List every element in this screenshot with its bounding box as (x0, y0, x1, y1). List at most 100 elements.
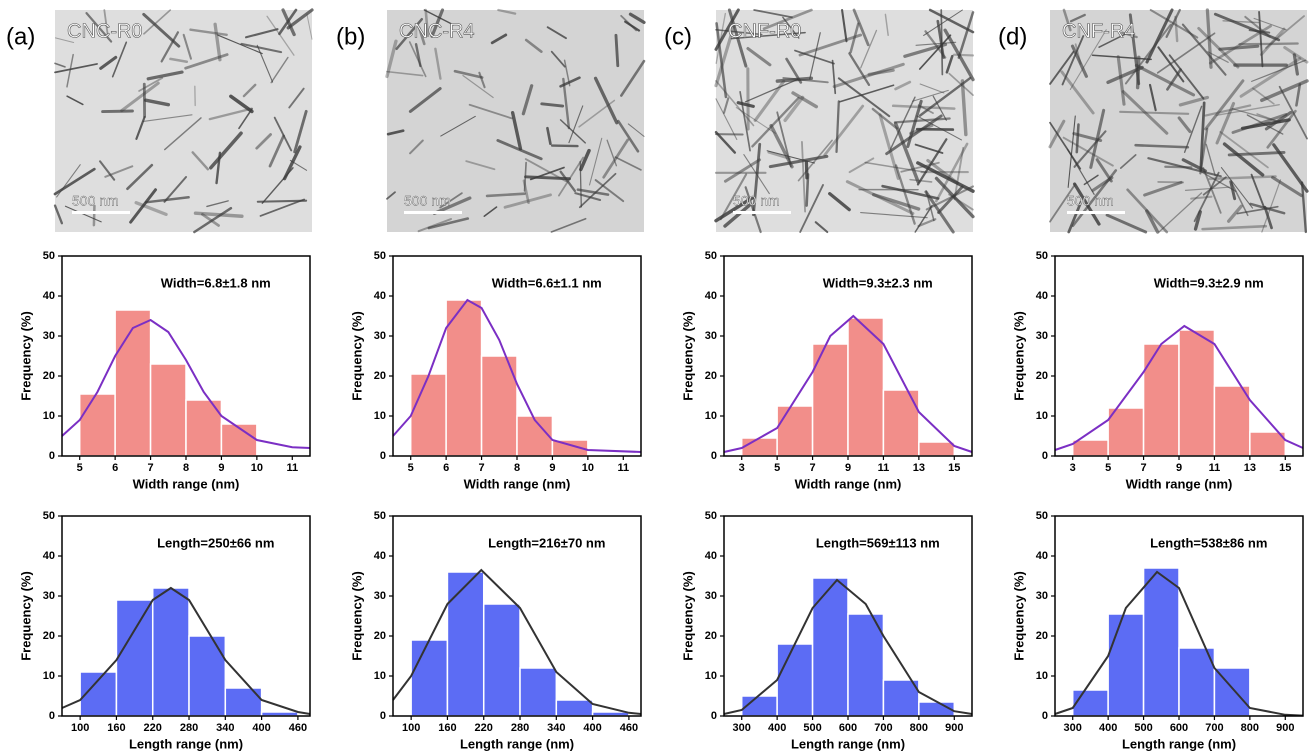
fiber (1205, 8, 1213, 69)
fiber (715, 22, 728, 99)
y-axis-label: Frequency (%) (349, 571, 364, 661)
fiber (1119, 110, 1190, 115)
annotation: Length=250±66 nm (157, 535, 274, 550)
fiber (762, 8, 813, 31)
plot-frame (392, 515, 642, 717)
fiber (835, 100, 840, 154)
fiber (215, 151, 222, 185)
y-tick-label: 30 (374, 330, 386, 342)
fiber (465, 160, 496, 171)
fiber (1069, 13, 1086, 23)
x-tick-label: 300 (1064, 722, 1082, 734)
y-tick-label: 40 (43, 290, 55, 302)
fiber (1252, 87, 1275, 105)
fiber (66, 95, 84, 106)
fiber (1156, 32, 1216, 74)
fiber (278, 8, 298, 36)
fiber (934, 176, 975, 219)
fiber (242, 83, 257, 98)
fiber (206, 200, 229, 208)
fiber (1300, 181, 1308, 234)
fiber (916, 161, 975, 193)
fiber (753, 9, 793, 19)
fiber (775, 76, 814, 83)
fiber (255, 133, 272, 150)
x-tick-label: 600 (1170, 722, 1188, 734)
fiber (918, 76, 972, 117)
fiber (783, 95, 805, 123)
bar (1142, 567, 1180, 717)
x-tick-label: 900 (1276, 722, 1294, 734)
fiber (576, 188, 610, 196)
fiber (885, 114, 943, 156)
sample-label: CNF-R4 (1062, 20, 1135, 42)
fiber (1230, 181, 1249, 217)
x-tick-label: 8 (514, 462, 520, 474)
x-tick-label: 500 (803, 722, 821, 734)
fit-curve (1054, 570, 1304, 717)
fiber (1074, 43, 1082, 65)
x-tick-label: 900 (945, 722, 963, 734)
fiber (521, 84, 534, 116)
scale-bar (1067, 211, 1125, 214)
fiber (1229, 180, 1237, 201)
y-tick-label: 30 (705, 330, 717, 342)
fiber (288, 87, 305, 109)
fiber (860, 212, 928, 219)
fiber (424, 8, 430, 38)
fiber (1250, 173, 1265, 208)
x-axis-label: Length range (nm) (129, 736, 243, 751)
fiber (1070, 44, 1088, 78)
fiber (1119, 154, 1137, 169)
fiber (1236, 205, 1279, 215)
fiber (924, 190, 955, 234)
fiber (1258, 11, 1264, 68)
fiber (928, 8, 975, 34)
fiber (439, 192, 463, 209)
x-tick-label: 800 (910, 722, 928, 734)
x-tick-label: 5 (774, 462, 780, 474)
x-tick-label: 3 (739, 462, 745, 474)
histogram-chart: 0 10 20 30 40 50 300 400 500 600 700 800 900 Length r… (680, 510, 973, 751)
x-tick-label: 400 (583, 722, 601, 734)
y-tick-label: 0 (1042, 450, 1048, 462)
fiber (945, 54, 954, 74)
fiber (169, 57, 189, 64)
fiber (952, 53, 975, 57)
x-tick-label: 13 (1244, 462, 1256, 474)
bar (1107, 613, 1145, 717)
y-tick-label: 50 (43, 250, 55, 262)
fiber (490, 33, 508, 45)
fiber (256, 199, 308, 203)
x-tick-label: 340 (547, 722, 565, 734)
fiber (1105, 213, 1148, 234)
fiber (746, 47, 772, 67)
fiber (1106, 65, 1144, 85)
y-tick-label: 30 (43, 330, 55, 342)
fiber (627, 123, 645, 137)
fiber (53, 204, 64, 225)
y-tick-label: 0 (711, 710, 717, 722)
fiber (408, 87, 442, 113)
scale-bar-label: 500 nm (1067, 193, 1114, 209)
fiber (1148, 83, 1157, 112)
fiber (889, 96, 916, 150)
bar (220, 423, 258, 457)
bar (445, 299, 483, 457)
fiber (1271, 175, 1303, 198)
fiber (1227, 204, 1243, 223)
fiber (270, 56, 289, 84)
fiber (440, 115, 476, 137)
bar (1142, 343, 1180, 457)
fiber (1199, 127, 1209, 175)
fiber (715, 29, 763, 36)
fiber (841, 8, 848, 43)
bar (1213, 385, 1251, 457)
fiber (273, 116, 293, 152)
fiber (1073, 130, 1107, 168)
fiber (1199, 101, 1206, 172)
fiber (848, 52, 871, 86)
y-tick-label: 20 (374, 630, 386, 642)
y-axis-label: Frequency (%) (1011, 311, 1026, 401)
y-tick-label: 40 (1036, 290, 1048, 302)
